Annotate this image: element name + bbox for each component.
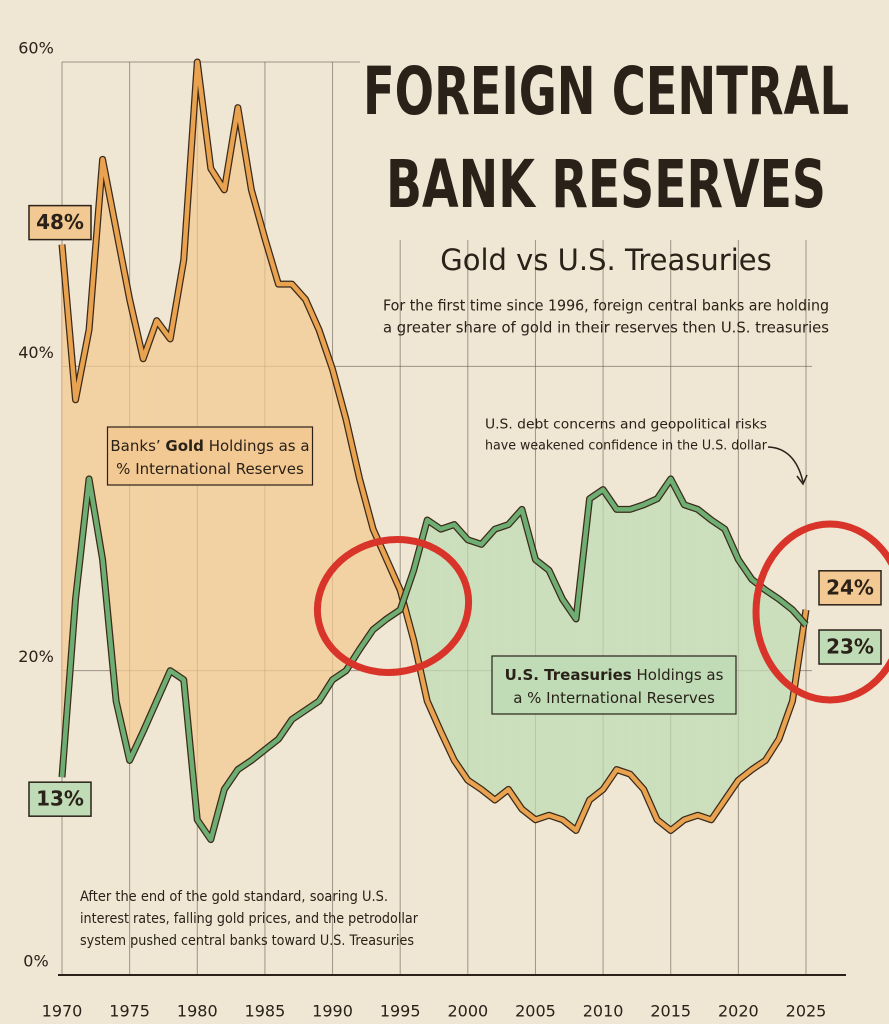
- series-label-part: Gold: [165, 437, 204, 455]
- series-label: Banks’ Gold Holdings as a: [110, 437, 309, 455]
- title: FOREIGN CENTRAL: [363, 53, 849, 130]
- annotation: have weakened confidence in the U.S. dol…: [485, 439, 768, 454]
- annotation: After the end of the gold standard, soar…: [80, 889, 388, 905]
- title-backdrop: [360, 40, 880, 240]
- x-tick-label: 2015: [650, 1002, 691, 1021]
- series-label-part: a % International Reserves: [513, 689, 715, 707]
- band: [346, 419, 360, 671]
- band: [738, 559, 752, 781]
- annotation: system pushed central banks toward U.S. …: [80, 933, 414, 949]
- series-label: a % International Reserves: [513, 689, 715, 707]
- series-label-box: [491, 655, 737, 715]
- series-label: % International Reserves: [116, 460, 304, 478]
- band: [589, 489, 604, 801]
- value-label: 23%: [826, 635, 874, 659]
- band: [129, 299, 144, 761]
- x-tick-label: 1990: [312, 1002, 353, 1021]
- value-label: 13%: [36, 787, 84, 811]
- band: [319, 329, 333, 702]
- band: [89, 159, 103, 560]
- x-tick-label: 2020: [718, 1002, 759, 1021]
- arrow: [767, 446, 804, 483]
- band: [630, 504, 644, 790]
- description: For the first time since 1996, foreign c…: [383, 297, 829, 315]
- description: a greater share of gold in their reserve…: [383, 319, 829, 337]
- band: [278, 284, 292, 740]
- x-tick-label: 1975: [109, 1002, 150, 1021]
- x-tick-label: 1980: [177, 1002, 218, 1021]
- x-tick-label: 1985: [245, 1002, 286, 1021]
- x-tick-label: 1995: [380, 1002, 421, 1021]
- series-label-part: Holdings as a: [204, 437, 310, 455]
- highlight-circle: [752, 520, 889, 704]
- value-label: 48%: [36, 210, 84, 234]
- band: [116, 229, 130, 761]
- series-label-part: Holdings as: [632, 666, 724, 684]
- labels: 48% 24% 13% 23% Banks’ Gold Holdings as a % I…: [28, 204, 882, 817]
- subtitle: Gold vs U.S. Treasuries: [440, 243, 771, 277]
- y-tick-label: 20%: [18, 647, 54, 666]
- value-label-box: [28, 204, 92, 241]
- band: [467, 539, 482, 790]
- band: [264, 238, 279, 750]
- value-label-box: [28, 781, 92, 817]
- title: BANK RESERVES: [386, 146, 826, 223]
- series-line: [59, 476, 808, 842]
- band: [291, 284, 306, 720]
- x-tick-label: 2005: [515, 1002, 556, 1021]
- band: [603, 489, 617, 790]
- series-label: U.S. Treasuries Holdings as: [505, 666, 724, 684]
- annotation: U.S. debt concerns and geopolitical risk…: [485, 418, 767, 433]
- value-label-box: [818, 570, 882, 606]
- band: [616, 509, 631, 775]
- band: [562, 599, 577, 831]
- band: [427, 520, 441, 732]
- x-tick-label: 2010: [583, 1002, 624, 1021]
- band: [332, 369, 347, 680]
- band: [210, 168, 225, 840]
- series-label-part: % International Reserves: [116, 460, 304, 478]
- band: [481, 529, 495, 801]
- y-tick-label: 60%: [18, 39, 54, 58]
- band: [156, 320, 171, 702]
- x-tick-label: 2000: [447, 1002, 488, 1021]
- annotation: interest rates, falling gold prices, and…: [80, 911, 418, 927]
- value-label: 24%: [826, 575, 874, 599]
- series-label-part: U.S. Treasuries: [505, 666, 632, 684]
- series-line: [59, 59, 809, 833]
- band: [143, 320, 157, 732]
- y-tick-label: 40%: [18, 343, 54, 362]
- band: [670, 478, 685, 831]
- y-tick-label: 0%: [23, 952, 48, 971]
- arrow-head: [796, 474, 808, 486]
- x-tick-label: 2025: [786, 1002, 827, 1021]
- band: [657, 478, 671, 831]
- series-label-box: [106, 426, 314, 486]
- series-label-part: Banks’: [110, 437, 165, 455]
- lines: [58, 58, 810, 844]
- band: [305, 299, 320, 711]
- x-tick-label: 1970: [42, 1002, 83, 1021]
- band: [765, 590, 779, 761]
- value-label-box: [818, 629, 882, 665]
- highlight-circle: [313, 536, 473, 676]
- band: [440, 524, 455, 761]
